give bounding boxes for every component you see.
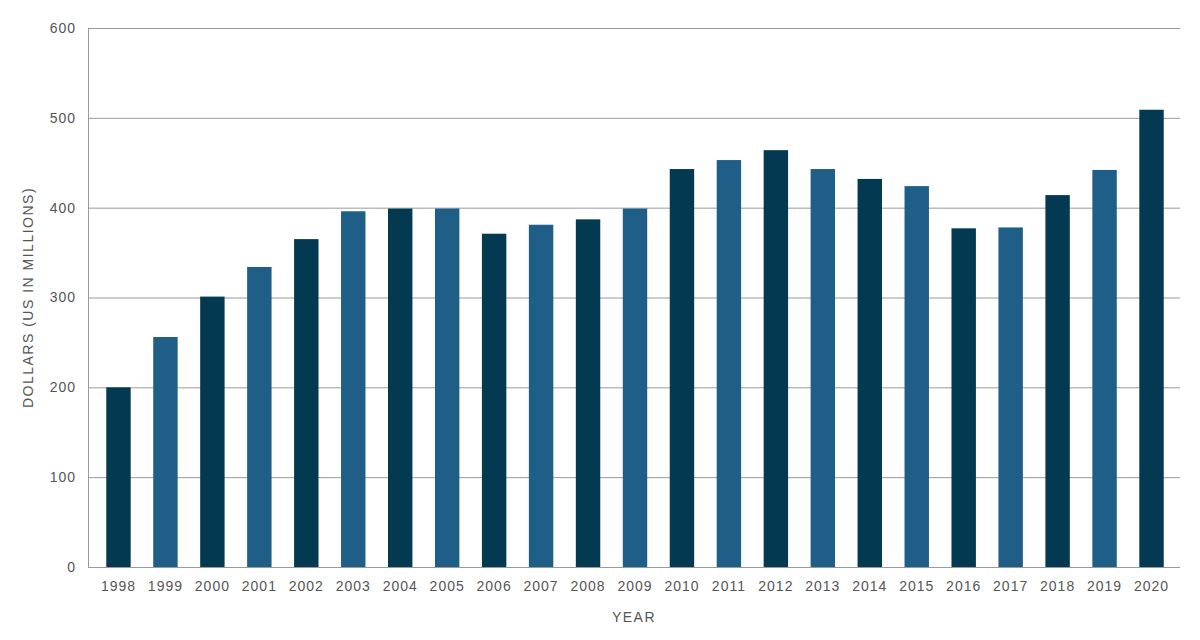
- x-tick: 2010: [664, 567, 699, 594]
- grid-line: [88, 118, 1180, 119]
- bar: [388, 209, 412, 567]
- bar: [764, 150, 788, 567]
- bar: [811, 169, 835, 567]
- grid-line: [88, 208, 1180, 209]
- bar: [153, 337, 177, 567]
- grid-line: [88, 28, 1180, 29]
- y-axis-title: DOLLARS (US IN MILLIONS): [20, 187, 36, 408]
- y-tick-label: 400: [50, 200, 76, 216]
- x-tick-label: 2004: [383, 578, 418, 594]
- x-tick-label: 2001: [242, 578, 277, 594]
- x-tick: 2004: [383, 567, 418, 594]
- x-tick: 2019: [1087, 567, 1122, 594]
- x-tick-label: 1998: [101, 578, 136, 594]
- x-tick-label: 2016: [946, 578, 981, 594]
- y-tick: 500: [50, 110, 1180, 126]
- x-tick-label: 2012: [758, 578, 793, 594]
- x-tick-label: 2015: [899, 578, 934, 594]
- bar: [482, 234, 506, 567]
- y-tick-label: 200: [50, 379, 76, 395]
- bar: [435, 209, 459, 567]
- x-tick: 2018: [1040, 567, 1075, 594]
- x-tick-label: 2009: [617, 578, 652, 594]
- y-tick-label: 300: [50, 289, 76, 305]
- bar: [576, 219, 600, 567]
- x-tick: 2005: [430, 567, 465, 594]
- bar: [341, 211, 365, 567]
- x-tick: 2009: [617, 567, 652, 594]
- x-tick-label: 2010: [664, 578, 699, 594]
- bar: [247, 267, 271, 567]
- x-tick-label: 2007: [524, 578, 559, 594]
- y-tick-label: 100: [50, 469, 76, 485]
- y-tick-label: 600: [50, 20, 76, 36]
- bar: [1045, 195, 1069, 567]
- chart: 0 100 200 300 400 500 600 1998 1999 2000 2001 2002 2…: [0, 0, 1200, 640]
- x-tick: 2011: [712, 567, 746, 594]
- bar: [106, 387, 130, 567]
- x-axis-title: YEAR: [612, 609, 656, 625]
- x-tick: 1998: [101, 567, 136, 594]
- bar: [717, 160, 741, 567]
- x-tick: 2000: [195, 567, 230, 594]
- x-tick: 2006: [477, 567, 512, 594]
- x-tick: 2002: [289, 567, 324, 594]
- x-axis: 1998 1999 2000 2001 2002 2003 2004 2005 2006 2007…: [96, 567, 1176, 594]
- x-tick-label: 2002: [289, 578, 324, 594]
- bar: [294, 239, 318, 567]
- y-axis: 0 100 200 300 400 500 600: [50, 20, 1180, 575]
- x-tick-label: 2018: [1040, 578, 1075, 594]
- bar: [858, 179, 882, 567]
- x-tick-label: 2019: [1087, 578, 1122, 594]
- x-tick-label: 2003: [336, 578, 371, 594]
- x-tick: 2013: [805, 567, 840, 594]
- x-tick: 2012: [758, 567, 793, 594]
- x-tick-label: 2011: [712, 578, 746, 594]
- x-tick: 2015: [899, 567, 934, 594]
- bar: [670, 169, 694, 567]
- x-tick: 2007: [524, 567, 559, 594]
- x-tick-label: 2008: [570, 578, 605, 594]
- x-tick: 2008: [570, 567, 605, 594]
- x-tick-label: 2014: [852, 578, 887, 594]
- x-tick: 2020: [1134, 567, 1169, 594]
- x-tick-label: 1999: [148, 578, 183, 594]
- bar: [905, 186, 929, 567]
- x-tick-label: 2006: [477, 578, 512, 594]
- x-tick: 2003: [336, 567, 371, 594]
- x-tick-label: 2017: [993, 578, 1028, 594]
- bar: [529, 225, 553, 567]
- x-tick-label: 2020: [1134, 578, 1169, 594]
- x-tick: 2001: [242, 567, 277, 594]
- x-tick-label: 2005: [430, 578, 465, 594]
- y-tick: 600: [50, 20, 1180, 36]
- x-tick: 2017: [993, 567, 1028, 594]
- bars: [106, 110, 1163, 567]
- bar: [200, 297, 224, 567]
- x-tick: 2014: [852, 567, 887, 594]
- bar: [951, 228, 975, 567]
- x-axis-line: [96, 567, 1176, 568]
- y-tick-label: 500: [50, 110, 76, 126]
- bar: [1139, 110, 1163, 567]
- x-tick: 2016: [946, 567, 981, 594]
- bar: [623, 209, 647, 567]
- x-tick-label: 2000: [195, 578, 230, 594]
- y-tick: 400: [50, 200, 1180, 216]
- bar: [998, 227, 1022, 567]
- bar: [1092, 170, 1116, 567]
- grid-line: [88, 567, 1180, 568]
- x-tick-label: 2013: [805, 578, 840, 594]
- x-tick: 1999: [148, 567, 183, 594]
- y-tick-label: 0: [67, 559, 76, 575]
